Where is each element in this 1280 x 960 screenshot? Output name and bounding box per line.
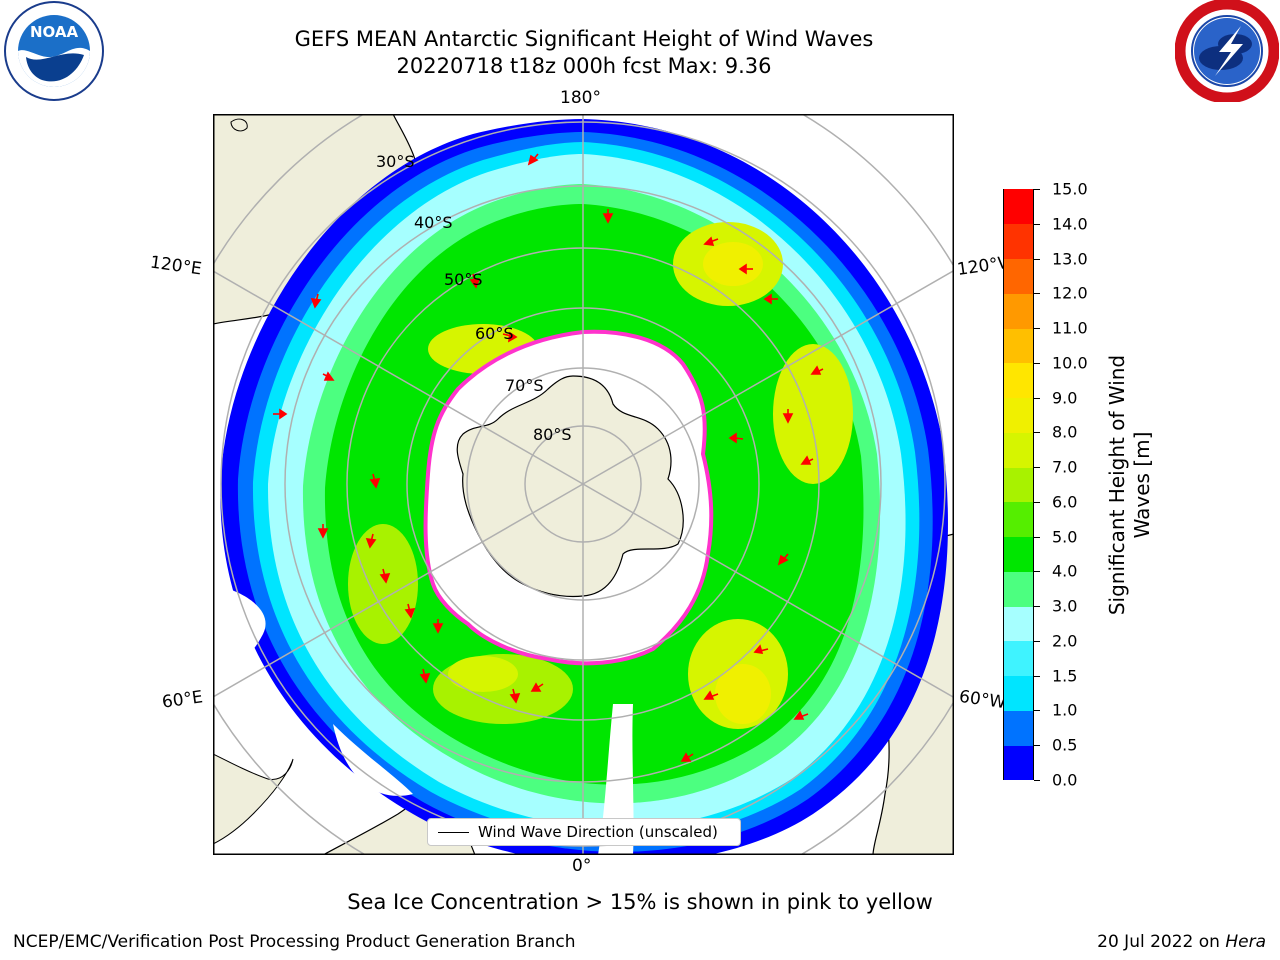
land-antarctica: [456, 375, 684, 598]
colorbar-tick-label: 7.0: [1052, 457, 1078, 477]
colorbar-tick-label: 3.0: [1052, 596, 1078, 616]
colorbar-tick-mark: [1034, 710, 1040, 712]
colorbar-segment: [1004, 536, 1033, 572]
title-line-2: 20220718 t18z 000h fcst Max: 9.36: [396, 54, 772, 78]
colorbar-tick-mark: [1034, 189, 1040, 190]
lon-label-120e: 120°E: [148, 252, 203, 280]
footer-date: 20 Jul 2022 on Hera: [1097, 932, 1266, 952]
footer-host: Hera: [1225, 932, 1266, 952]
lon-label-60e: 60°E: [160, 687, 205, 713]
footer-branch: NCEP/EMC/Verification Post Processing Pr…: [13, 932, 576, 952]
colorbar-tick-label: 4.0: [1052, 561, 1078, 581]
colorbar-tick-mark: [1034, 745, 1040, 747]
colorbar-tick-label: 1.5: [1052, 666, 1078, 686]
colorbar-tick-label: 10.0: [1052, 353, 1088, 373]
colorbar-segment: [1004, 432, 1033, 468]
lat-label-40s: 40°S: [414, 213, 453, 232]
colorbar-tick-label: 12.0: [1052, 283, 1088, 303]
colorbar-tick-label: 2.0: [1052, 631, 1078, 651]
lat-label-80s: 80°S: [533, 425, 572, 444]
colorbar-segment: [1004, 501, 1033, 538]
lon-label-60w: 60°W: [957, 686, 1008, 714]
colorbar-tick-mark: [1034, 640, 1040, 642]
colorbar-tick-label: 6.0: [1052, 492, 1078, 512]
legend-label: Wind Wave Direction (unscaled): [478, 823, 718, 841]
lon-label-180: 180°: [560, 88, 601, 108]
lat-label-50s: 50°S: [444, 270, 483, 289]
noaa-logo-icon: NOAA: [4, 1, 104, 101]
colorbar: [1003, 189, 1034, 781]
colorbar-tick-label: 8.0: [1052, 422, 1078, 442]
colorbar-tick-mark: [1034, 223, 1040, 225]
colorbar-segment: [1004, 328, 1033, 364]
colorbar-segment: [1004, 467, 1033, 503]
colorbar-segment: [1004, 258, 1033, 294]
lat-label-60s: 60°S: [475, 324, 514, 343]
colorbar-tick-label: 15.0: [1052, 179, 1088, 199]
colorbar-tick-mark: [1034, 467, 1040, 469]
polar-map: [213, 114, 954, 855]
svg-text:NOAA: NOAA: [30, 23, 79, 41]
colorbar-segment: [1004, 293, 1033, 329]
colorbar-tick-label: 0.5: [1052, 735, 1078, 755]
title-line-1: GEFS MEAN Antarctic Significant Height o…: [294, 27, 874, 51]
colorbar-tick-label: 0.0: [1052, 770, 1078, 790]
colorbar-tick-mark: [1034, 397, 1040, 399]
colorbar-segment: [1004, 571, 1033, 607]
colorbar-tick-mark: [1034, 606, 1040, 608]
colorbar-segment: [1004, 189, 1033, 225]
colorbar-tick-mark: [1034, 501, 1040, 503]
lat-label-70s: 70°S: [505, 376, 544, 395]
legend-line-icon: [438, 832, 469, 833]
colorbar-tick-mark: [1034, 432, 1040, 434]
chart-title: GEFS MEAN Antarctic Significant Height o…: [0, 26, 1168, 80]
colorbar-segment: [1004, 710, 1033, 746]
colorbar-tick-mark: [1034, 536, 1040, 538]
map-panel: [213, 114, 954, 855]
colorbar-segment: [1004, 675, 1033, 711]
nws-logo-icon: [1175, 0, 1279, 102]
colorbar-label: Significant Height of Wind Waves [m]: [1105, 354, 1154, 616]
colorbar-segment: [1004, 606, 1033, 642]
map-legend: Wind Wave Direction (unscaled): [427, 818, 741, 846]
colorbar-tick-mark: [1034, 293, 1040, 295]
colorbar-segment: [1004, 745, 1033, 781]
colorbar-tick-mark: [1034, 258, 1040, 260]
sea-ice-note: Sea Ice Concentration > 15% is shown in …: [347, 890, 933, 914]
colorbar-tick-label: 5.0: [1052, 527, 1078, 547]
colorbar-segment: [1004, 362, 1033, 399]
colorbar-segment: [1004, 397, 1033, 433]
lat-label-30s: 30°S: [376, 152, 415, 171]
colorbar-segment: [1004, 223, 1033, 259]
lon-label-0: 0°: [572, 856, 592, 876]
colorbar-tick-mark: [1034, 328, 1040, 330]
colorbar-tick-label: 11.0: [1052, 318, 1088, 338]
colorbar-tick-mark: [1034, 571, 1040, 573]
colorbar-tick-label: 14.0: [1052, 214, 1088, 234]
colorbar-tick-mark: [1034, 675, 1040, 677]
colorbar-tick-label: 1.0: [1052, 700, 1078, 720]
colorbar-segment: [1004, 640, 1033, 677]
colorbar-tick-mark: [1034, 780, 1040, 781]
wave-direction-arrows: [273, 153, 824, 762]
colorbar-tick-label: 9.0: [1052, 388, 1078, 408]
colorbar-tick-mark: [1034, 362, 1040, 364]
colorbar-tick-label: 13.0: [1052, 249, 1088, 269]
